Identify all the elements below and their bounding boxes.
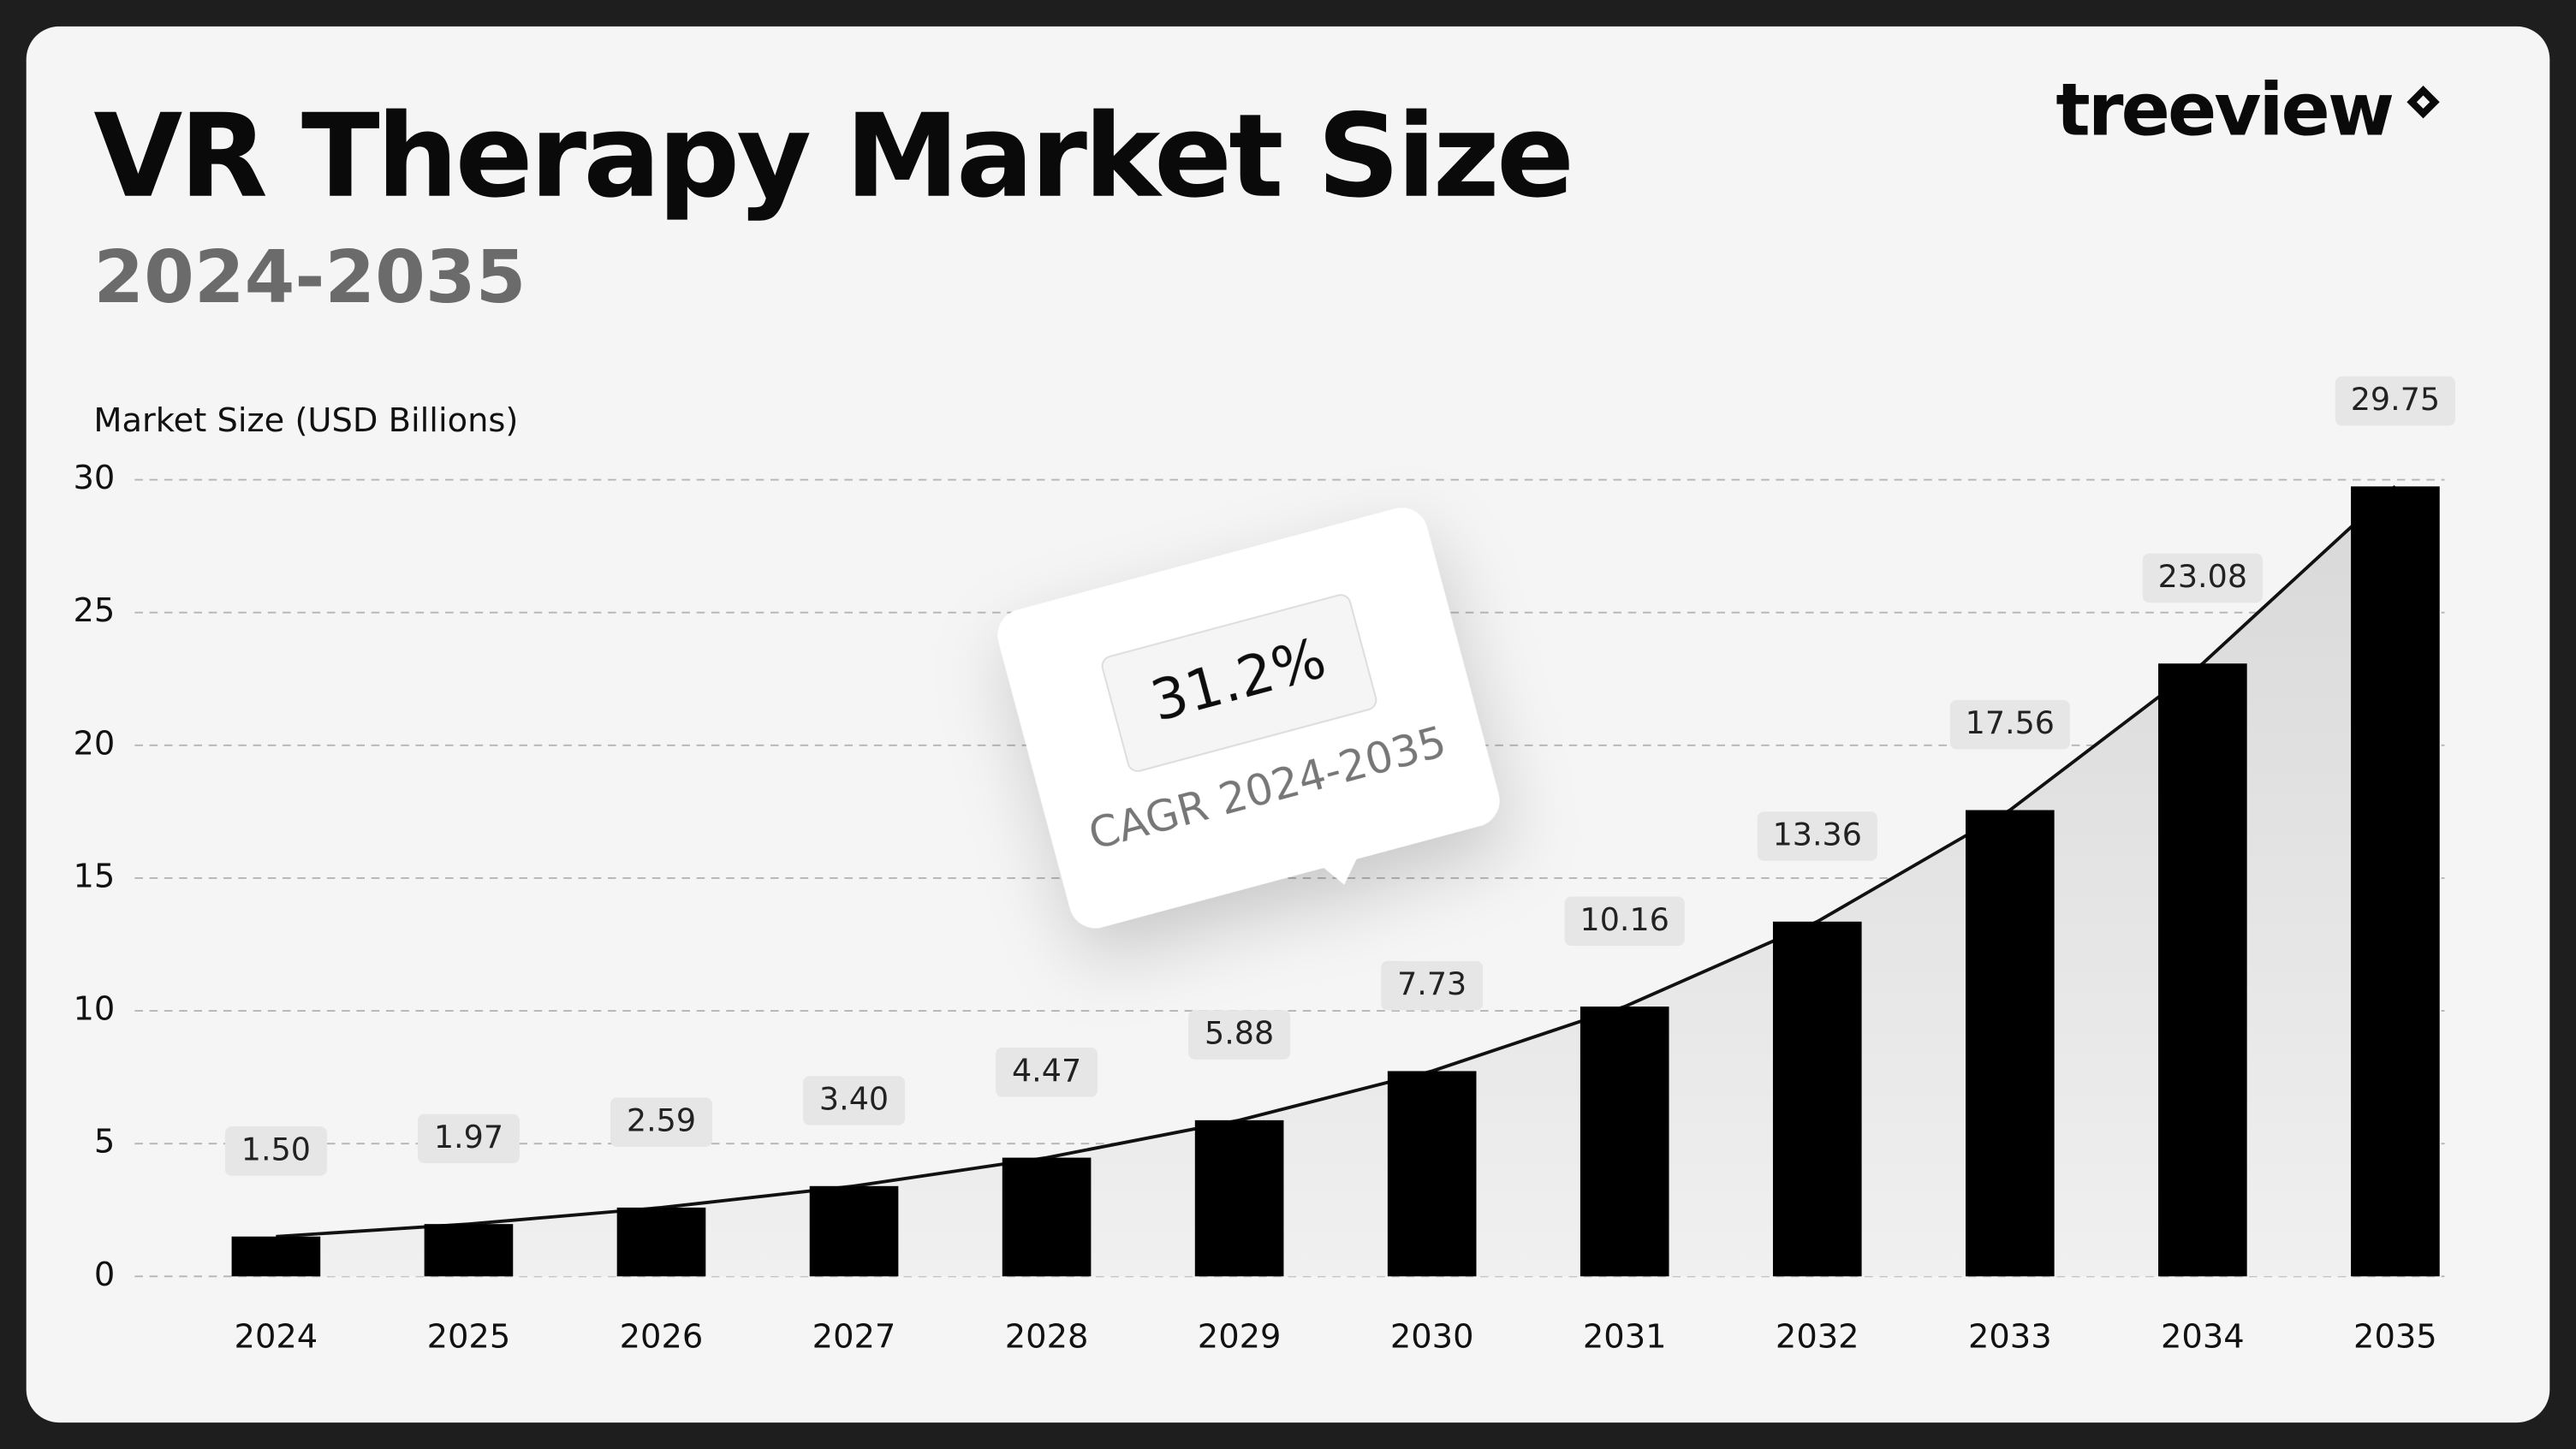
- y-axis-title: Market Size (USD Billions): [93, 401, 518, 440]
- value-label: 7.73: [1397, 965, 1466, 1002]
- x-tick-label: 2029: [1198, 1318, 1282, 1357]
- y-tick-label: 20: [73, 724, 115, 763]
- bar: [809, 1185, 899, 1277]
- x-tick-label: 2028: [1005, 1318, 1089, 1357]
- bar: [231, 1236, 321, 1277]
- value-label-bg: [1188, 1010, 1291, 1060]
- value-label: 13.36: [1773, 817, 1862, 853]
- value-label-bg: [1564, 896, 1685, 947]
- bar: [1194, 1119, 1284, 1277]
- value-label-bg: [2335, 376, 2455, 426]
- chart-subtitle: 2024-2035: [93, 235, 526, 319]
- value-label-bg: [1381, 960, 1484, 1011]
- callout-pointer: [1322, 857, 1358, 885]
- bar: [1772, 921, 1862, 1277]
- bar: [1387, 1071, 1477, 1277]
- x-tick-label: 2034: [2161, 1318, 2245, 1357]
- value-label-bg: [996, 1048, 1098, 1097]
- value-label: 1.50: [241, 1131, 311, 1167]
- value-label: 5.88: [1205, 1015, 1274, 1052]
- y-tick-label: 15: [73, 857, 115, 895]
- y-tick-label: 10: [73, 990, 115, 1029]
- value-label: 4.47: [1012, 1052, 1081, 1089]
- y-tick-label: 30: [73, 459, 115, 497]
- x-tick-label: 2025: [427, 1318, 511, 1357]
- plot-area: 05101520253020241.5020251.9720262.592027…: [73, 376, 2455, 1357]
- value-label-bg: [1949, 699, 2070, 750]
- x-tick-label: 2027: [812, 1318, 896, 1357]
- brand-logo: treeview: [2055, 68, 2393, 151]
- y-tick-label: 25: [73, 591, 115, 630]
- bar: [1580, 1007, 1669, 1277]
- value-label-bg: [803, 1076, 906, 1125]
- value-label: 17.56: [1966, 704, 2055, 741]
- bar: [2158, 663, 2247, 1277]
- x-tick-label: 2024: [235, 1318, 318, 1357]
- value-label-bg: [2142, 553, 2263, 603]
- bar: [2351, 486, 2440, 1277]
- bar: [1966, 810, 2055, 1277]
- x-tick-label: 2030: [1390, 1318, 1474, 1357]
- y-tick-label: 0: [94, 1256, 115, 1294]
- cagr-callout: 31.2% CAGR 2024-2035: [997, 508, 1500, 929]
- x-tick-label: 2031: [1583, 1318, 1667, 1357]
- value-label-bg: [417, 1113, 520, 1164]
- value-label-bg: [1757, 811, 1877, 861]
- x-tick-label: 2026: [620, 1318, 704, 1357]
- x-tick-label: 2032: [1776, 1318, 1859, 1357]
- y-tick-label: 5: [94, 1123, 115, 1161]
- value-label-bg: [610, 1097, 712, 1147]
- value-label-bg: [224, 1126, 327, 1176]
- bar: [616, 1207, 706, 1277]
- bar: [424, 1224, 514, 1277]
- value-label: 23.08: [2158, 558, 2247, 595]
- x-tick-label: 2033: [1968, 1318, 2052, 1357]
- value-label: 1.97: [434, 1119, 503, 1155]
- value-label: 29.75: [2351, 381, 2440, 418]
- value-label: 3.40: [819, 1081, 889, 1118]
- value-label: 10.16: [1580, 901, 1669, 938]
- value-label: 2.59: [627, 1102, 696, 1139]
- trend-area: [231, 486, 2440, 1277]
- x-tick-label: 2035: [2353, 1318, 2437, 1357]
- bar: [1002, 1157, 1092, 1277]
- chart-title: VR Therapy Market Size: [93, 89, 1571, 223]
- callout-value-box: [1101, 594, 1377, 772]
